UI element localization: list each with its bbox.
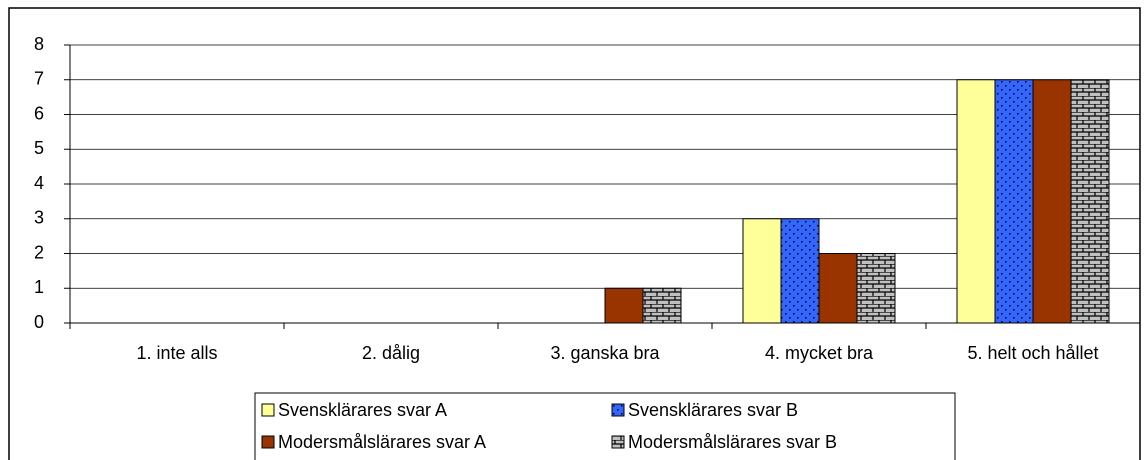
x-tick-label: 4. mycket bra <box>765 343 874 363</box>
y-tick-label: 2 <box>34 242 44 262</box>
legend <box>254 392 956 460</box>
y-tick-label: 1 <box>34 277 44 297</box>
bar <box>642 287 682 324</box>
bar <box>1032 79 1072 324</box>
bar <box>1070 79 1110 324</box>
y-tick-label: 0 <box>34 312 44 332</box>
y-tick-label: 3 <box>34 208 44 228</box>
legend-swatch <box>261 435 275 449</box>
legend-label: Svensklärares svar A <box>278 400 447 420</box>
bar <box>780 218 820 324</box>
y-tick-label: 8 <box>34 34 44 54</box>
legend-swatch <box>611 403 625 417</box>
x-tick-label: 5. helt och hållet <box>967 343 1098 363</box>
bar <box>956 79 996 324</box>
bar <box>604 287 644 324</box>
y-tick-label: 7 <box>34 69 44 89</box>
chart-border <box>8 7 1141 460</box>
y-tick-label: 5 <box>34 138 44 158</box>
y-tick-label: 4 <box>34 173 44 193</box>
bar <box>818 253 858 324</box>
x-tick-label: 1. inte alls <box>136 343 217 363</box>
legend-label: Modersmålslärares svar B <box>628 432 837 452</box>
x-tick-label: 2. dålig <box>362 343 420 363</box>
bar <box>994 79 1034 324</box>
bar <box>856 253 896 324</box>
x-tick-label: 3. ganska bra <box>550 343 660 363</box>
legend-swatch <box>611 435 625 449</box>
legend-box <box>254 392 956 460</box>
y-tick-label: 6 <box>34 103 44 123</box>
legend-label: Svensklärares svar B <box>628 400 798 420</box>
bar <box>742 218 782 324</box>
legend-label: Modersmålslärares svar A <box>278 432 486 452</box>
legend-swatch <box>261 403 275 417</box>
